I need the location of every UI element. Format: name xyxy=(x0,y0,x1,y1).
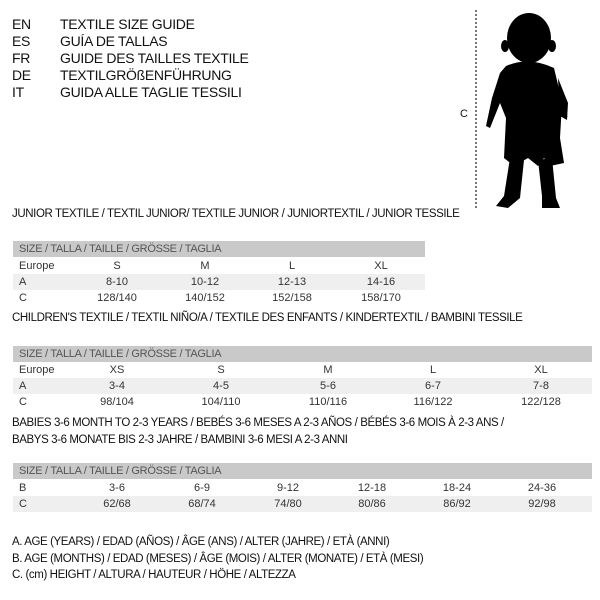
table-cell: 3-6 xyxy=(109,482,125,494)
language-title: GUÍA DE TALLAS xyxy=(60,33,168,49)
table-cell: 122/128 xyxy=(521,396,561,408)
table-cell: 158/170 xyxy=(361,292,401,304)
table-cell: 152/158 xyxy=(272,292,312,304)
table-cell: 92/98 xyxy=(528,498,556,510)
row-label: A xyxy=(19,380,27,392)
table-row: C 62/68 68/74 74/80 80/86 86/92 92/98 xyxy=(13,496,592,512)
table-row: Europe XS S M L XL xyxy=(13,362,592,378)
row-label: C xyxy=(19,292,27,304)
language-code: FR xyxy=(12,50,31,66)
row-label: C xyxy=(19,396,27,408)
language-code: EN xyxy=(12,16,31,32)
legend-item: B. AGE (MONTHS) / EDAD (MESES) / ÂGE (MO… xyxy=(12,553,424,565)
table-cell: 9-12 xyxy=(276,482,300,494)
table-cell: 3-4 xyxy=(109,380,125,392)
table-cell: 14-16 xyxy=(366,276,396,288)
table-cell: 7-8 xyxy=(533,380,549,392)
table-row: C 98/104 104/110 110/116 116/122 122/128 xyxy=(13,394,592,410)
language-code: IT xyxy=(12,84,24,100)
table-cell: 18-24 xyxy=(442,482,472,494)
table-cell: 24-36 xyxy=(527,482,557,494)
table-cell: 98/104 xyxy=(100,396,134,408)
table-row: B 3-6 6-9 9-12 12-18 18-24 24-36 xyxy=(13,480,592,496)
table-cell: 110/116 xyxy=(308,396,348,408)
table-cell: 12-18 xyxy=(357,482,387,494)
child-silhouette-icon xyxy=(486,13,568,208)
table-cell: 8-10 xyxy=(105,276,129,288)
language-title: TEXTILE SIZE GUIDE xyxy=(60,16,195,32)
language-title: GUIDA ALLE TAGLIE TESSILI xyxy=(60,84,242,100)
table-cell: S xyxy=(217,364,225,376)
table-row: A 8-10 10-12 12-13 14-16 xyxy=(13,274,425,290)
table-title: JUNIOR TEXTILE / TEXTIL JUNIOR/ TEXTILE … xyxy=(12,208,460,220)
table-cell: 10-12 xyxy=(190,276,220,288)
table-cell: 4-5 xyxy=(213,380,229,392)
table-row: C 128/140 140/152 152/158 158/170 xyxy=(13,290,425,306)
table-cell: XL xyxy=(534,364,548,376)
table-cell: 104/110 xyxy=(201,396,241,408)
table-header: SIZE / TALLA / TAILLE / GRÖSSE / TAGLIA xyxy=(13,241,425,257)
table-cell: XS xyxy=(109,364,125,376)
language-title: TEXTILGRÖßENFÜHRUNG xyxy=(60,67,232,83)
row-label: Europe xyxy=(19,364,55,376)
language-code: ES xyxy=(12,33,31,49)
language-code: DE xyxy=(12,67,31,83)
table-cell: M xyxy=(200,260,210,272)
language-title: GUIDE DES TAILLES TEXTILE xyxy=(60,50,249,66)
table-cell: 116/122 xyxy=(413,396,453,408)
table-cell: L xyxy=(429,364,437,376)
table-cell: 5-6 xyxy=(320,380,336,392)
row-label: Europe xyxy=(19,260,55,272)
table-cell: S xyxy=(113,260,121,272)
table-cell: 68/74 xyxy=(188,498,216,510)
table-cell: 128/140 xyxy=(97,292,137,304)
table-cell: 80/86 xyxy=(358,498,386,510)
legend-item: C. (cm) HEIGHT / ALTURA / HAUTEUR / HÖHE… xyxy=(12,569,296,581)
table-cell: 74/80 xyxy=(274,498,302,510)
table-cell: 62/68 xyxy=(103,498,131,510)
table-cell: 140/152 xyxy=(185,292,225,304)
row-label: C xyxy=(19,498,27,510)
table-header: SIZE / TALLA / TAILLE / GRÖSSE / TAGLIA xyxy=(13,346,592,362)
table-title: BABIES 3-6 MONTH TO 2-3 YEARS / BEBÉS 3-… xyxy=(12,417,504,429)
table-title: CHILDREN'S TEXTILE / TEXTIL NIÑO/A / TEX… xyxy=(12,312,523,324)
table-cell: L xyxy=(288,260,296,272)
row-label: A xyxy=(19,276,27,288)
table-cell: 12-13 xyxy=(277,276,307,288)
legend-item: A. AGE (YEARS) / EDAD (AÑOS) / ÂGE (ANS)… xyxy=(12,536,390,548)
table-cell: 86/92 xyxy=(443,498,471,510)
table-cell: 6-7 xyxy=(425,380,441,392)
table-header: SIZE / TALLA / TAILLE / GRÖSSE / TAGLIA xyxy=(13,463,592,479)
row-label: B xyxy=(19,482,27,494)
table-row: Europe S M L XL xyxy=(13,258,425,274)
table-cell: XL xyxy=(374,260,388,272)
height-label: C xyxy=(460,108,468,120)
table-cell: 6-9 xyxy=(194,482,210,494)
table-cell: M xyxy=(323,364,333,376)
table-row: A 3-4 4-5 5-6 6-7 7-8 xyxy=(13,378,592,394)
table-title: BABYS 3-6 MONATE BIS 2-3 JAHRE / BAMBINI… xyxy=(12,434,348,446)
height-dotted-line xyxy=(475,10,477,208)
